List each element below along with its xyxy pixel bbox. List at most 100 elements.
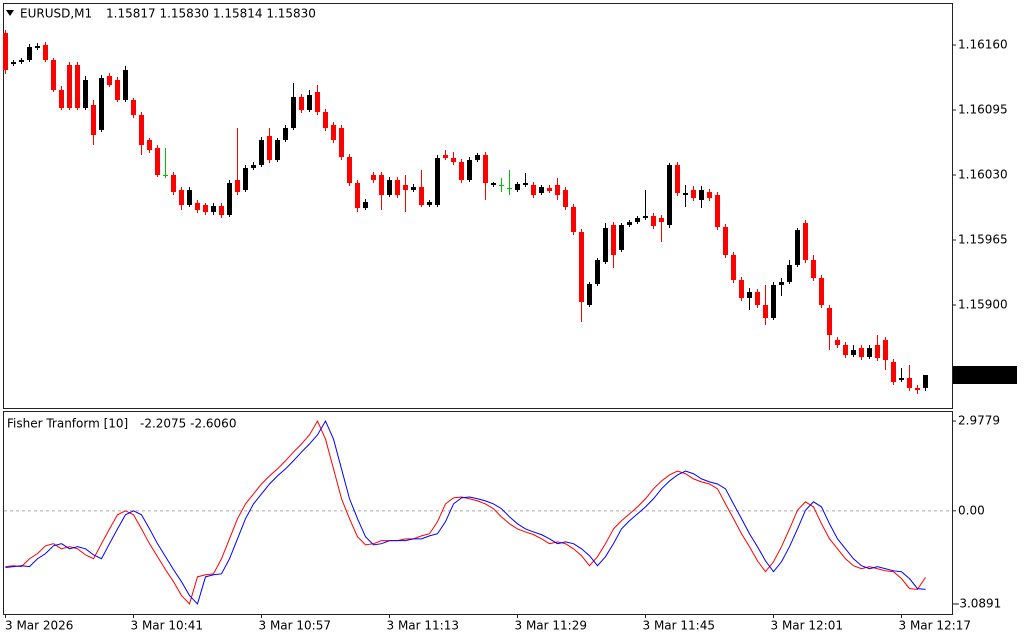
x-tick-label: 3 Mar 12:01: [771, 619, 844, 633]
x-tick-label: 3 Mar 11:13: [387, 619, 460, 633]
candle-body: [91, 105, 96, 135]
indicator-panel-frame: [3, 411, 953, 615]
indicator-readout: -2.2075 -2.6060: [140, 417, 236, 431]
candle-body: [19, 60, 24, 62]
price-panel-frame: [3, 3, 953, 409]
candle-body: [251, 165, 256, 168]
candle-body: [787, 265, 792, 282]
candle-body: [715, 195, 720, 227]
candle-body: [147, 140, 152, 150]
candle-body: [355, 183, 360, 208]
y-tick-label: 1.16160: [958, 38, 1008, 52]
candle-body: [379, 175, 384, 195]
candle-body: [371, 175, 376, 180]
candle-body: [595, 260, 600, 284]
candle-body: [259, 140, 264, 165]
candle-body: [635, 218, 640, 222]
candle-body: [411, 187, 416, 190]
candle-body: [683, 193, 688, 195]
candle-body: [611, 225, 616, 255]
candle-body: [723, 227, 728, 255]
candle-body: [211, 206, 216, 212]
x-tick-label: 3 Mar 11:45: [643, 619, 716, 633]
candle-body: [155, 148, 160, 175]
candle-body: [539, 187, 544, 193]
candle-body: [331, 125, 336, 140]
candle-body: [651, 216, 656, 226]
candle-body: [459, 162, 464, 180]
candle-body: [499, 185, 504, 186]
candle-body: [643, 216, 648, 218]
candle-body: [619, 225, 624, 250]
candle-body: [115, 80, 120, 100]
candle-body: [315, 92, 320, 112]
candle-body: [131, 100, 136, 115]
candle-body: [219, 206, 224, 215]
candle-body: [747, 292, 752, 298]
x-tick-label: 3 Mar 10:57: [259, 619, 332, 633]
candle-body: [835, 340, 840, 345]
candle-body: [187, 190, 192, 205]
candle-body: [51, 60, 56, 90]
candle-body: [363, 202, 368, 208]
candle-body: [907, 378, 912, 388]
candle-body: [891, 362, 896, 382]
collapse-triangle[interactable]: [6, 10, 14, 16]
y-tick-label: 1.15965: [958, 233, 1008, 247]
candle-body: [419, 187, 424, 205]
candle-body: [923, 375, 928, 388]
candle-body: [443, 155, 448, 158]
x-tick-label: 3 Mar 12:17: [899, 619, 972, 633]
candle-body: [579, 232, 584, 302]
candle-body: [403, 185, 408, 190]
candle-body: [899, 378, 904, 380]
candle-body: [819, 278, 824, 305]
candle-body: [627, 222, 632, 225]
candle-body: [123, 70, 128, 100]
candle-body: [3, 33, 8, 70]
candle-body: [779, 282, 784, 285]
candle-body: [83, 80, 88, 108]
candle-body: [235, 180, 240, 192]
candle-body: [67, 65, 72, 108]
candle-body: [435, 158, 440, 205]
candle-body: [267, 136, 272, 160]
candle-body: [491, 183, 496, 185]
y-tick-label: 1.16095: [958, 103, 1008, 117]
candle-body: [827, 308, 832, 335]
candle-body: [179, 190, 184, 205]
candle-body: [35, 46, 40, 48]
candle-body: [243, 168, 248, 190]
candle-body: [803, 223, 808, 260]
candle-body: [227, 183, 232, 215]
candle-body: [739, 280, 744, 298]
candle-body: [347, 157, 352, 183]
y-tick-label: 2.9779: [958, 414, 1000, 428]
candle-body: [395, 180, 400, 195]
candle-body: [675, 165, 680, 193]
candle-body: [859, 348, 864, 357]
candle-body: [667, 165, 672, 225]
y-tick-label: -3.0891: [955, 596, 1001, 610]
candle-body: [547, 188, 552, 191]
candle-body: [195, 203, 200, 210]
candle-body: [883, 340, 888, 360]
ohlc-readout: 1.15817 1.15830 1.15814 1.15830: [106, 7, 316, 21]
candle-body: [171, 175, 176, 192]
y-tick-label: 0.00: [958, 503, 985, 517]
candle-body: [523, 183, 528, 185]
candle-body: [755, 292, 760, 305]
candle-body: [291, 97, 296, 128]
candle-body: [851, 350, 856, 355]
candle-body: [563, 190, 568, 207]
candle-body: [275, 140, 280, 160]
candle-body: [699, 190, 704, 200]
current-price-box: [953, 366, 1017, 384]
candle-body: [843, 345, 848, 355]
candle-body: [771, 285, 776, 318]
candle-body: [763, 305, 768, 318]
candle-body: [571, 207, 576, 232]
